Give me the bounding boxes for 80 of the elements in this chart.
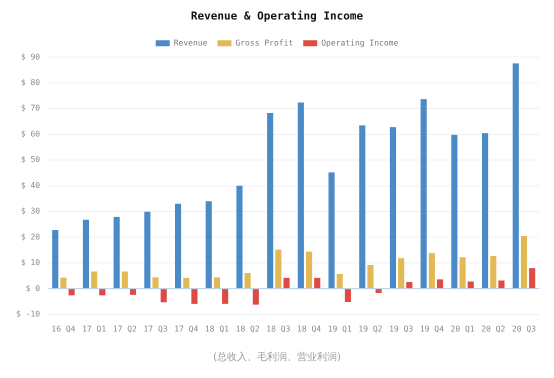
x-tick-label: 16 Q4 bbox=[51, 324, 76, 334]
chart-title: Revenue & Operating Income bbox=[190, 9, 364, 22]
bar bbox=[82, 220, 90, 288]
bar bbox=[244, 272, 251, 288]
legend-label: Operating Income bbox=[321, 38, 398, 48]
bar bbox=[420, 99, 427, 288]
x-tick-label: 20 Q1 bbox=[450, 324, 475, 334]
x-tick-label: 18 Q3 bbox=[266, 324, 291, 334]
bar bbox=[122, 271, 128, 288]
bar bbox=[68, 289, 75, 296]
bar bbox=[468, 281, 474, 288]
bar bbox=[130, 289, 136, 295]
bar bbox=[490, 256, 496, 288]
bar bbox=[99, 289, 106, 296]
y-tick-label: $ 50 bbox=[20, 155, 40, 164]
legend-label: Gross Profit bbox=[235, 38, 294, 48]
bar bbox=[459, 257, 466, 288]
x-tick-label: 17 Q1 bbox=[82, 324, 106, 334]
y-tick-label: $ 20 bbox=[20, 232, 40, 242]
bar bbox=[214, 277, 220, 288]
bar bbox=[236, 186, 243, 288]
bar bbox=[520, 236, 528, 288]
bar bbox=[482, 133, 488, 288]
x-tick-label: 17 Q3 bbox=[143, 324, 168, 334]
bar bbox=[344, 289, 352, 302]
bar bbox=[451, 134, 458, 288]
y-tick-label: $ 30 bbox=[20, 206, 40, 216]
bar bbox=[376, 289, 382, 294]
bar bbox=[283, 278, 290, 288]
y-tick-label: $ 70 bbox=[20, 104, 40, 113]
bar bbox=[328, 172, 335, 288]
bar bbox=[91, 271, 98, 288]
bar bbox=[367, 265, 374, 288]
bar bbox=[498, 280, 505, 288]
x-tick-label: 20 Q3 bbox=[512, 324, 536, 334]
bar bbox=[191, 289, 198, 304]
bar bbox=[206, 201, 212, 288]
bar bbox=[336, 274, 343, 288]
bar bbox=[298, 102, 304, 288]
text: (总收入、毛利润、营业利润) bbox=[212, 350, 342, 364]
bar bbox=[398, 258, 404, 288]
bar bbox=[390, 127, 396, 288]
bar bbox=[152, 277, 159, 288]
x-tick-label: 19 Q4 bbox=[420, 324, 444, 334]
bar bbox=[114, 216, 120, 288]
x-tick-label: 19 Q3 bbox=[389, 324, 414, 334]
x-tick-label: 17 Q4 bbox=[174, 324, 198, 334]
x-tick-label: 18 Q1 bbox=[204, 324, 230, 334]
legend-label: Revenue bbox=[174, 38, 208, 48]
x-tick-label: 18 Q4 bbox=[297, 324, 322, 334]
bar bbox=[267, 113, 274, 288]
bar bbox=[428, 253, 435, 288]
y-tick-label: $ 10 bbox=[20, 258, 40, 268]
x-tick-label: 17 Q2 bbox=[112, 324, 138, 334]
bar bbox=[512, 63, 519, 288]
bar bbox=[314, 278, 320, 288]
bar bbox=[174, 204, 182, 288]
bar bbox=[252, 289, 259, 305]
x-tick-label: 18 Q2 bbox=[236, 324, 260, 334]
bar bbox=[52, 230, 58, 288]
bar bbox=[529, 268, 536, 288]
y-tick-label: $ 40 bbox=[20, 180, 40, 190]
bar bbox=[60, 278, 67, 288]
bar bbox=[306, 252, 312, 288]
bar bbox=[436, 279, 444, 288]
x-tick-label: 19 Q1 bbox=[328, 324, 352, 334]
bar bbox=[183, 278, 190, 288]
x-tick-label: 19 Q2 bbox=[358, 324, 383, 334]
bar bbox=[406, 282, 412, 288]
bar bbox=[160, 289, 167, 302]
bar bbox=[144, 212, 150, 288]
bar bbox=[359, 125, 366, 288]
y-tick-label: $ 90 bbox=[20, 52, 40, 62]
y-tick-label: $ 60 bbox=[20, 129, 40, 138]
x-tick-label: 20 Q2 bbox=[481, 324, 506, 334]
bar bbox=[275, 250, 282, 288]
bar bbox=[222, 289, 228, 304]
y-tick-label: $ -10 bbox=[16, 309, 40, 318]
y-tick-label: $ 80 bbox=[20, 78, 40, 87]
y-tick-label: $ 0 bbox=[26, 284, 40, 293]
